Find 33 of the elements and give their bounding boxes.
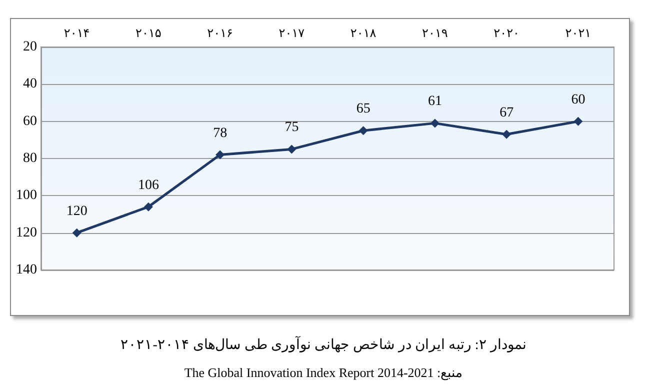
x-tick-label: ۲۰۲۰	[494, 26, 520, 40]
point	[216, 150, 225, 160]
y-tick-label: 40	[23, 76, 37, 92]
data-label: 106	[138, 178, 159, 193]
y-tick-label: 120	[16, 225, 37, 240]
text: نمودار ۲: رتبه ایران در شاخص جهانی نوآوری طی سال‌های ۲۰۱۴-۲۰۲۱	[120, 336, 528, 354]
data-label: 60	[571, 92, 586, 108]
point	[144, 202, 153, 212]
data-label: 61	[428, 94, 442, 110]
x-tick-label: ۲۰۲۱	[565, 26, 592, 40]
data-label: 65	[356, 102, 370, 117]
y-tick-label: 80	[23, 151, 37, 166]
x-tick-label: ۲۰۱۷	[278, 26, 306, 40]
point	[358, 126, 368, 136]
x-tick-label: ۲۰۱۹	[422, 26, 448, 40]
text: منبع: The Global Innovation Index Report 2014-2021	[183, 365, 464, 381]
data-label: 67	[500, 105, 514, 120]
point	[72, 228, 82, 238]
y-tick-label: 140	[16, 262, 37, 278]
y-tick-label: 100	[16, 188, 37, 204]
x-tick-label: ۲۰۱۵	[136, 26, 162, 40]
point	[287, 144, 296, 154]
y-tick-label: 60	[23, 114, 37, 129]
point	[574, 116, 583, 126]
point	[430, 118, 440, 128]
x-tick-label: ۲۰۱۴	[64, 26, 90, 40]
x-tick-label: ۲۰۱۸	[350, 26, 377, 40]
data-label: 75	[284, 120, 299, 136]
data-label: 120	[66, 204, 88, 219]
y-tick-label: 20	[23, 40, 37, 54]
data-label: 78	[213, 126, 228, 141]
point	[502, 130, 512, 139]
x-tick-label: ۲۰۱۶	[207, 26, 233, 40]
